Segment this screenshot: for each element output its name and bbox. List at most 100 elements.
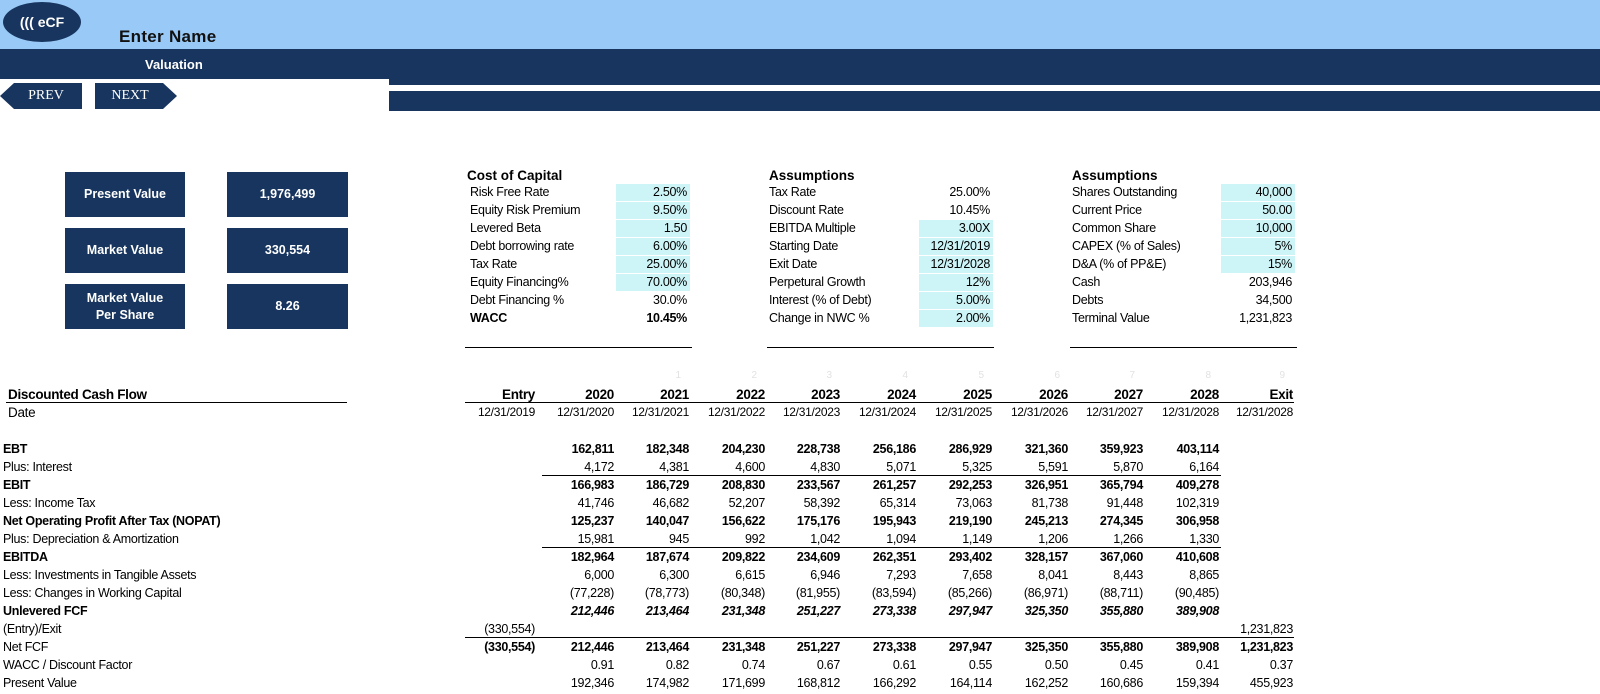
dcf-cell: (85,266) bbox=[947, 586, 992, 600]
dcf-cell: 5,071 bbox=[886, 460, 916, 474]
dcf-cell: 321,360 bbox=[1024, 442, 1068, 456]
assumption-input[interactable]: 50.00 bbox=[1221, 202, 1295, 219]
column-date: 12/31/2028 bbox=[1161, 405, 1219, 419]
dcf-row-label: Present Value bbox=[3, 676, 77, 690]
dcf-cell: 0.41 bbox=[1195, 658, 1219, 672]
dcf-cell: 0.91 bbox=[590, 658, 614, 672]
assumption-label: Change in NWC % bbox=[769, 311, 870, 325]
ecf-logo: ((( eCF bbox=[3, 2, 81, 42]
assumption-input[interactable]: 12/31/2019 bbox=[919, 238, 993, 255]
assumption-input[interactable]: 40,000 bbox=[1221, 184, 1295, 201]
assumption-input[interactable]: 2.50% bbox=[616, 184, 690, 201]
dcf-cell: 91,448 bbox=[1106, 496, 1144, 510]
assumption-input[interactable]: 3.00X bbox=[919, 220, 993, 237]
dcf-cell: 992 bbox=[745, 532, 765, 546]
assumption-input[interactable]: 5% bbox=[1221, 238, 1295, 255]
dcf-row-label: EBITDA bbox=[3, 550, 48, 564]
assumption-input[interactable]: 12% bbox=[919, 274, 993, 291]
dcf-row-label: WACC / Discount Factor bbox=[3, 658, 133, 672]
dcf-cell: 410,608 bbox=[1175, 550, 1219, 564]
dcf-cell: 212,446 bbox=[570, 640, 614, 654]
assumption-input[interactable]: 10,000 bbox=[1221, 220, 1295, 237]
assumption-input[interactable]: 5.00% bbox=[919, 292, 993, 309]
header-underline bbox=[465, 402, 1294, 403]
nav-band-strip-top bbox=[389, 79, 1600, 85]
dcf-cell: 326,951 bbox=[1024, 478, 1068, 492]
dcf-cell: 251,227 bbox=[796, 640, 840, 654]
assumption-label: Debt borrowing rate bbox=[470, 239, 575, 253]
dcf-cell: 0.55 bbox=[968, 658, 992, 672]
dcf-cell: 7,658 bbox=[962, 568, 992, 582]
assumption-input[interactable]: 25.00% bbox=[616, 256, 690, 273]
assumption-label: Tax Rate bbox=[470, 257, 517, 271]
column-header: 2024 bbox=[887, 387, 916, 402]
dcf-cell: 273,338 bbox=[872, 604, 916, 618]
dcf-cell: 175,176 bbox=[796, 514, 840, 528]
assumption-label: Interest (% of Debt) bbox=[769, 293, 872, 307]
assumption-input[interactable]: 1.50 bbox=[616, 220, 690, 237]
assumption-label: WACC bbox=[470, 311, 507, 325]
app-name: Enter Name bbox=[119, 27, 217, 46]
dcf-cell: 256,186 bbox=[872, 442, 916, 456]
dcf-cell: 182,348 bbox=[645, 442, 689, 456]
next-button[interactable]: NEXT bbox=[95, 83, 177, 109]
column-date: 12/31/2022 bbox=[707, 405, 765, 419]
assumption-input[interactable]: 9.50% bbox=[616, 202, 690, 219]
nav-band-strip bbox=[389, 91, 1600, 111]
column-index: 5 bbox=[978, 370, 984, 381]
assumption-label: Starting Date bbox=[769, 239, 839, 253]
dcf-cell: 1,042 bbox=[810, 532, 840, 546]
dcf-cell: 403,114 bbox=[1176, 442, 1220, 456]
assumption-input[interactable]: 70.00% bbox=[616, 274, 690, 291]
dcf-title: Discounted Cash Flow bbox=[8, 387, 147, 402]
dcf-cell: 328,157 bbox=[1024, 550, 1068, 564]
dcf-cell: (80,348) bbox=[720, 586, 765, 600]
column-header: 2025 bbox=[963, 387, 992, 402]
prev-button[interactable]: PREV bbox=[0, 83, 82, 109]
assumption-input[interactable]: 2.00% bbox=[919, 310, 993, 327]
dcf-cell: 195,943 bbox=[872, 514, 916, 528]
column-date: 12/31/2027 bbox=[1085, 405, 1143, 419]
dcf-cell: 171,699 bbox=[721, 676, 765, 690]
dcf-cell: 160,686 bbox=[1099, 676, 1143, 690]
assumption-label: Shares Outstanding bbox=[1072, 185, 1178, 199]
dcf-cell: 5,591 bbox=[1038, 460, 1068, 474]
dcf-cell: 168,812 bbox=[796, 676, 840, 690]
assumption-input[interactable]: 6.00% bbox=[616, 238, 690, 255]
dcf-cell: 58,392 bbox=[803, 496, 841, 510]
column-date: 12/31/2020 bbox=[556, 405, 614, 419]
dcf-cell: 1,149 bbox=[962, 532, 992, 546]
dcf-cell: 359,923 bbox=[1099, 442, 1143, 456]
summary-label: Market Value bbox=[65, 228, 185, 273]
dcf-cell: 65,314 bbox=[879, 496, 917, 510]
dcf-cell: 0.67 bbox=[816, 658, 840, 672]
dcf-cell: 208,830 bbox=[721, 478, 765, 492]
assumption-input[interactable]: 12/31/2028 bbox=[919, 256, 993, 273]
dcf-cell: 0.74 bbox=[741, 658, 765, 672]
dcf-cell: 389,908 bbox=[1175, 640, 1219, 654]
dcf-cell: 455,923 bbox=[1249, 676, 1293, 690]
dcf-row-label: (Entry)/Exit bbox=[3, 622, 62, 636]
dcf-cell: 6,615 bbox=[735, 568, 765, 582]
dcf-cell: 355,880 bbox=[1099, 604, 1143, 618]
dcf-cell: 162,811 bbox=[571, 442, 615, 456]
block-title: Assumptions bbox=[1072, 168, 1158, 183]
dcf-row-label: Less: Income Tax bbox=[3, 496, 96, 510]
dcf-cell: (88,711) bbox=[1099, 586, 1144, 600]
column-date: 12/31/2024 bbox=[858, 405, 916, 419]
assumption-label: CAPEX (% of Sales) bbox=[1072, 239, 1181, 253]
dcf-cell: 286,929 bbox=[948, 442, 992, 456]
assumption-label: Levered Beta bbox=[470, 221, 541, 235]
dcf-cell: (78,773) bbox=[644, 586, 689, 600]
dcf-cell: 162,252 bbox=[1024, 676, 1068, 690]
assumption-label: D&A (% of PP&E) bbox=[1072, 257, 1167, 271]
dcf-cell: 213,464 bbox=[645, 640, 689, 654]
column-index: 9 bbox=[1279, 370, 1285, 381]
dcf-cell: 0.61 bbox=[892, 658, 916, 672]
dcf-cell: (81,955) bbox=[795, 586, 840, 600]
assumption-input[interactable]: 15% bbox=[1221, 256, 1295, 273]
dcf-cell: 187,674 bbox=[645, 550, 689, 564]
dcf-cell: 234,609 bbox=[796, 550, 840, 564]
assumption-value: 10.45% bbox=[949, 203, 990, 217]
column-header: 2027 bbox=[1114, 387, 1143, 402]
